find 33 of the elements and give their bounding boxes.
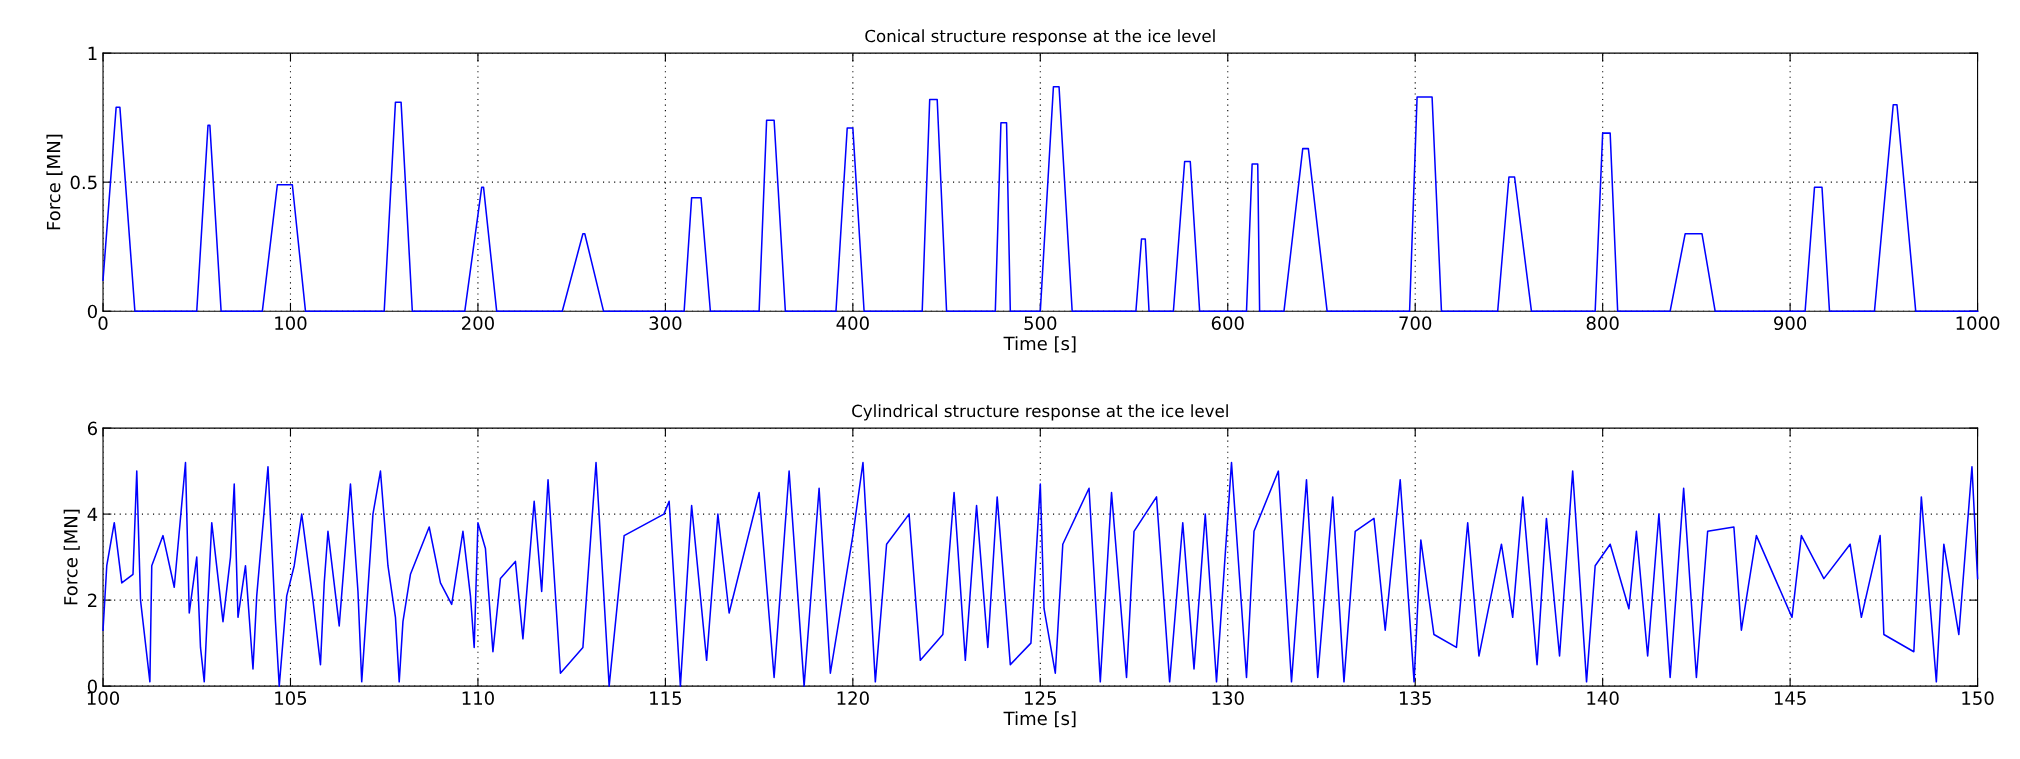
x-tick-label: 140 [1587, 691, 1619, 705]
y-tick-label: 2 [87, 593, 97, 607]
x-tick-label: 110 [462, 691, 494, 705]
x-tick-label: 130 [1212, 691, 1244, 705]
x-tick-label: 150 [1962, 691, 1994, 705]
x-axis-title: Time [s] [1003, 336, 1076, 353]
x-tick-label: 700 [1399, 316, 1432, 331]
x-axis-title: Time [s] [1003, 711, 1076, 728]
x-tick-label: 135 [1399, 691, 1431, 705]
x-tick-label: 600 [1211, 316, 1244, 331]
y-tick-label: 0 [87, 304, 97, 319]
x-tick-label: 400 [836, 316, 869, 331]
x-tick-label: 145 [1774, 691, 1806, 705]
x-tick-label: 105 [275, 691, 307, 705]
y-tick-label: 4 [87, 507, 98, 521]
x-tick-label: 115 [650, 691, 682, 705]
y-tick-label: 6 [87, 421, 98, 436]
x-tick-label: 300 [649, 316, 682, 331]
x-tick-label: 500 [1024, 316, 1057, 331]
x-tick-label: 1000 [1956, 316, 2000, 331]
x-tick-label: 200 [462, 316, 494, 331]
x-tick-label: 125 [1025, 691, 1056, 705]
y-tick-label: 1 [88, 46, 97, 60]
y-axis-title: Force [MN] [46, 134, 63, 230]
x-tick-label: 100 [275, 316, 307, 331]
x-tick-label: 0 [98, 316, 108, 331]
chart-title: Cylindrical structure response at the ice level [852, 404, 1228, 421]
chart-title: Conical structure response at the ice level [865, 29, 1215, 46]
x-tick-label: 900 [1774, 316, 1807, 331]
x-tick-label: 800 [1586, 316, 1619, 331]
y-axis-title: Force [MN] [63, 509, 80, 605]
x-tick-label: 120 [837, 691, 869, 705]
y-tick-label: 0.5 [70, 175, 97, 190]
